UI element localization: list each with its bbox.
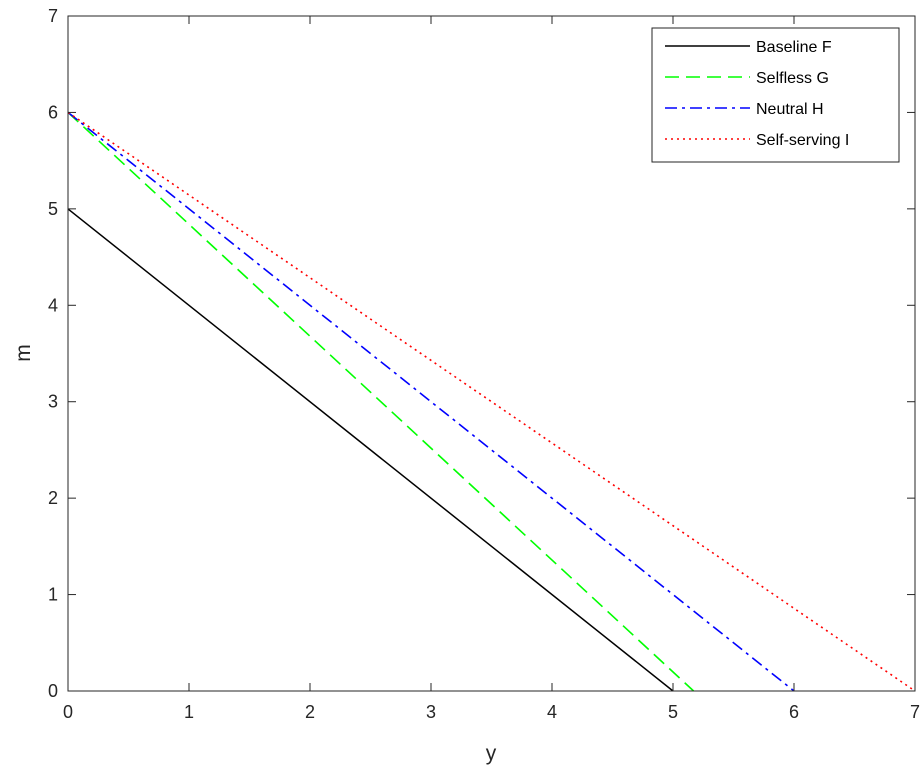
x-tick-label: 7 bbox=[910, 702, 920, 722]
y-tick-label: 1 bbox=[48, 585, 58, 605]
x-tick-label: 2 bbox=[305, 702, 315, 722]
legend-label-3: Self-serving I bbox=[756, 132, 849, 149]
x-tick-label: 1 bbox=[184, 702, 194, 722]
legend: Baseline F Selfless G Neutral H Self-servin… bbox=[652, 28, 899, 162]
legend-label-2: Neutral H bbox=[756, 101, 824, 118]
x-axis-label: y bbox=[486, 742, 497, 765]
legend-label-0: Baseline F bbox=[756, 39, 832, 56]
x-tick-label: 3 bbox=[426, 702, 436, 722]
y-tick-label: 5 bbox=[48, 199, 58, 219]
legend-label-1: Selfless G bbox=[756, 70, 829, 87]
y-tick-label: 2 bbox=[48, 488, 58, 508]
x-tick-label: 4 bbox=[547, 702, 557, 722]
y-tick-label: 4 bbox=[48, 295, 58, 315]
y-tick-label: 0 bbox=[48, 681, 58, 701]
x-tick-label: 0 bbox=[63, 702, 73, 722]
y-axis-label: m bbox=[12, 344, 35, 362]
x-tick-label: 5 bbox=[668, 702, 678, 722]
y-tick-label: 7 bbox=[48, 6, 58, 26]
y-tick-label: 3 bbox=[48, 392, 58, 412]
y-tick-label: 6 bbox=[48, 102, 58, 122]
x-tick-label: 6 bbox=[789, 702, 799, 722]
